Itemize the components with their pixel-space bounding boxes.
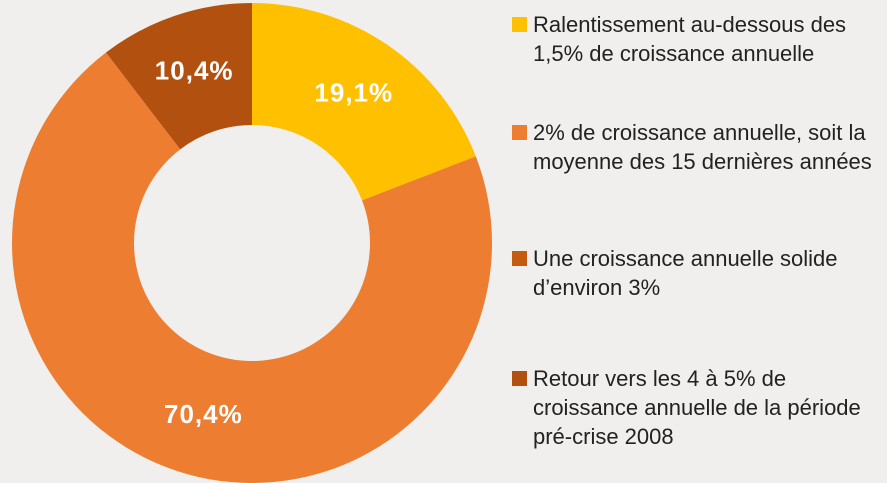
legend-swatch [512,125,527,140]
legend-item: Une croissance annuelle solide d’environ… [512,244,882,302]
legend-item: Ralentissement au-dessous des 1,5% de cr… [512,10,882,68]
data-label: 70,4% [164,399,243,429]
legend-label: Ralentissement au-dessous des 1,5% de cr… [533,12,847,66]
donut-slice [105,3,253,150]
legend-item: 2% de croissance annuelle, soit la moyen… [512,118,882,176]
legend-label: Retour vers les 4 à 5% de croissance ann… [533,366,861,449]
legend-label: 2% de croissance annuelle, soit la moyen… [533,120,872,174]
donut-slice [252,3,476,201]
legend-swatch [512,251,527,266]
legend-swatch [512,17,527,32]
data-label: 19,1% [314,77,393,107]
legend-swatch [512,371,527,386]
donut-slice [12,52,492,483]
legend-label: Une croissance annuelle solide d’environ… [533,246,838,300]
data-label: 10,4% [155,55,234,85]
legend-item: Retour vers les 4 à 5% de croissance ann… [512,364,882,451]
